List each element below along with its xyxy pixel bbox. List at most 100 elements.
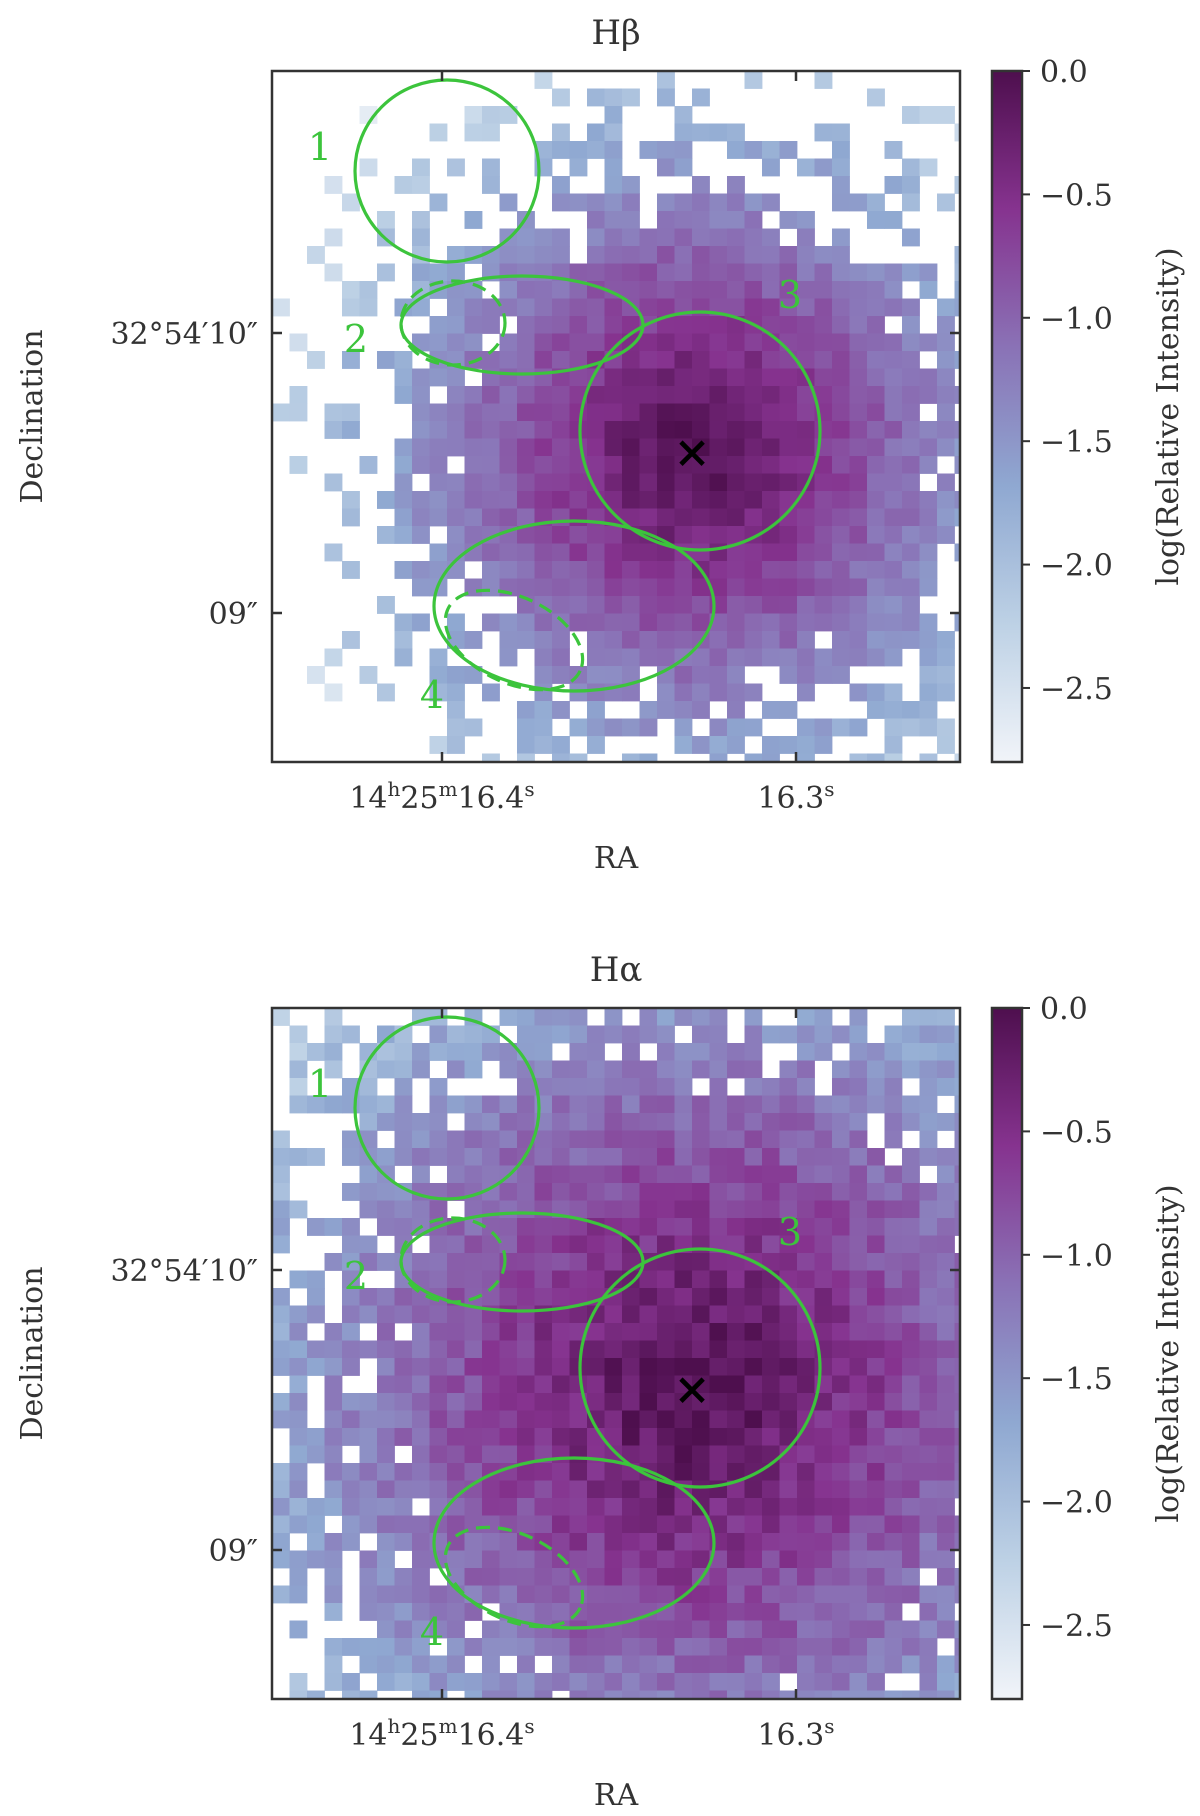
map-pixel bbox=[622, 1498, 640, 1516]
map-pixel bbox=[587, 333, 605, 352]
map-pixel bbox=[517, 403, 535, 422]
map-pixel bbox=[622, 1358, 640, 1376]
map-pixel bbox=[394, 1410, 413, 1429]
map-pixel bbox=[744, 1095, 763, 1114]
map-pixel bbox=[692, 508, 710, 527]
map-pixel bbox=[534, 736, 553, 754]
map-pixel bbox=[744, 386, 763, 404]
map-pixel bbox=[377, 1043, 395, 1061]
map-pixel bbox=[587, 1095, 605, 1114]
map-pixel bbox=[762, 701, 780, 719]
map-pixel bbox=[797, 1638, 815, 1656]
map-pixel bbox=[814, 1043, 833, 1061]
map-pixel bbox=[604, 1130, 623, 1149]
map-pixel bbox=[657, 1620, 675, 1639]
map-pixel bbox=[412, 1253, 430, 1271]
map-pixel bbox=[412, 491, 430, 509]
map-pixel bbox=[779, 1568, 798, 1586]
map-pixel bbox=[552, 1393, 570, 1411]
map-pixel bbox=[884, 281, 903, 299]
colorbar-tick-label: −1.0 bbox=[1040, 302, 1113, 337]
map-pixel bbox=[622, 1113, 640, 1131]
map-pixel bbox=[849, 1638, 868, 1656]
map-pixel bbox=[447, 666, 465, 684]
map-pixel bbox=[604, 421, 623, 439]
map-pixel bbox=[464, 1498, 483, 1516]
map-pixel bbox=[482, 316, 500, 334]
map-pixel bbox=[657, 1218, 675, 1236]
map-pixel bbox=[517, 351, 535, 369]
map-pixel bbox=[394, 1340, 413, 1359]
map-pixel bbox=[797, 1200, 815, 1219]
map-pixel bbox=[429, 1130, 448, 1149]
map-pixel bbox=[797, 1515, 815, 1534]
map-pixel bbox=[552, 1113, 570, 1131]
map-pixel bbox=[377, 1410, 395, 1429]
map-pixel bbox=[779, 456, 798, 474]
map-pixel bbox=[639, 1638, 658, 1656]
map-pixel bbox=[534, 1340, 553, 1359]
map-pixel bbox=[412, 1340, 430, 1359]
map-pixel bbox=[797, 753, 815, 762]
map-pixel bbox=[902, 1025, 920, 1044]
map-pixel bbox=[394, 438, 413, 457]
map-pixel bbox=[674, 1113, 693, 1131]
map-pixel bbox=[692, 1043, 710, 1061]
map-pixel bbox=[482, 753, 500, 762]
map-pixel bbox=[797, 1620, 815, 1639]
map-pixel bbox=[884, 1113, 903, 1131]
map-pixel bbox=[289, 1078, 308, 1096]
map-pixel bbox=[779, 1218, 798, 1236]
map-pixel bbox=[867, 88, 885, 107]
map-pixel bbox=[779, 211, 798, 229]
map-pixel bbox=[464, 1568, 483, 1586]
map-pixel bbox=[639, 1270, 658, 1289]
map-pixel bbox=[534, 1025, 553, 1044]
map-pixel bbox=[797, 543, 815, 562]
map-pixel bbox=[744, 1323, 763, 1341]
map-pixel bbox=[797, 333, 815, 352]
map-pixel bbox=[324, 1375, 343, 1394]
map-pixel bbox=[394, 1095, 413, 1114]
map-pixel bbox=[307, 1270, 325, 1289]
map-pixel bbox=[377, 1463, 395, 1481]
map-pixel bbox=[692, 1130, 710, 1149]
map-pixel bbox=[429, 1270, 448, 1289]
map-pixel bbox=[604, 1183, 623, 1201]
map-pixel bbox=[482, 1183, 500, 1201]
map-pixel bbox=[674, 1358, 693, 1376]
map-pixel bbox=[639, 421, 658, 439]
map-pixel bbox=[902, 1305, 920, 1324]
map-pixel bbox=[779, 666, 798, 684]
map-pixel bbox=[412, 1463, 430, 1481]
map-pixel bbox=[587, 1550, 605, 1569]
map-pixel bbox=[657, 1165, 675, 1184]
map-pixel bbox=[569, 368, 588, 387]
map-pixel bbox=[849, 473, 868, 492]
map-pixel bbox=[919, 1340, 938, 1359]
map-pixel bbox=[604, 1358, 623, 1376]
map-pixel bbox=[604, 1393, 623, 1411]
map-pixel bbox=[727, 228, 745, 247]
map-pixel bbox=[569, 1165, 588, 1184]
map-pixel bbox=[814, 281, 833, 299]
map-pixel bbox=[727, 333, 745, 352]
map-pixel bbox=[797, 1288, 815, 1306]
map-pixel bbox=[744, 1393, 763, 1411]
map-pixel bbox=[447, 1270, 465, 1289]
map-pixel bbox=[499, 1393, 518, 1411]
map-pixel bbox=[797, 421, 815, 439]
map-pixel bbox=[639, 368, 658, 387]
map-pixel bbox=[359, 1060, 378, 1079]
map-pixel bbox=[429, 491, 448, 509]
map-pixel bbox=[359, 1498, 378, 1516]
map-pixel bbox=[814, 1025, 833, 1044]
map-pixel bbox=[552, 1673, 570, 1691]
map-pixel bbox=[867, 281, 885, 299]
map-pixel bbox=[867, 1585, 885, 1604]
map-pixel bbox=[762, 298, 780, 317]
map-pixel bbox=[884, 1568, 903, 1586]
map-pixel bbox=[867, 456, 885, 474]
map-pixel bbox=[359, 1078, 378, 1096]
map-pixel bbox=[657, 351, 675, 369]
